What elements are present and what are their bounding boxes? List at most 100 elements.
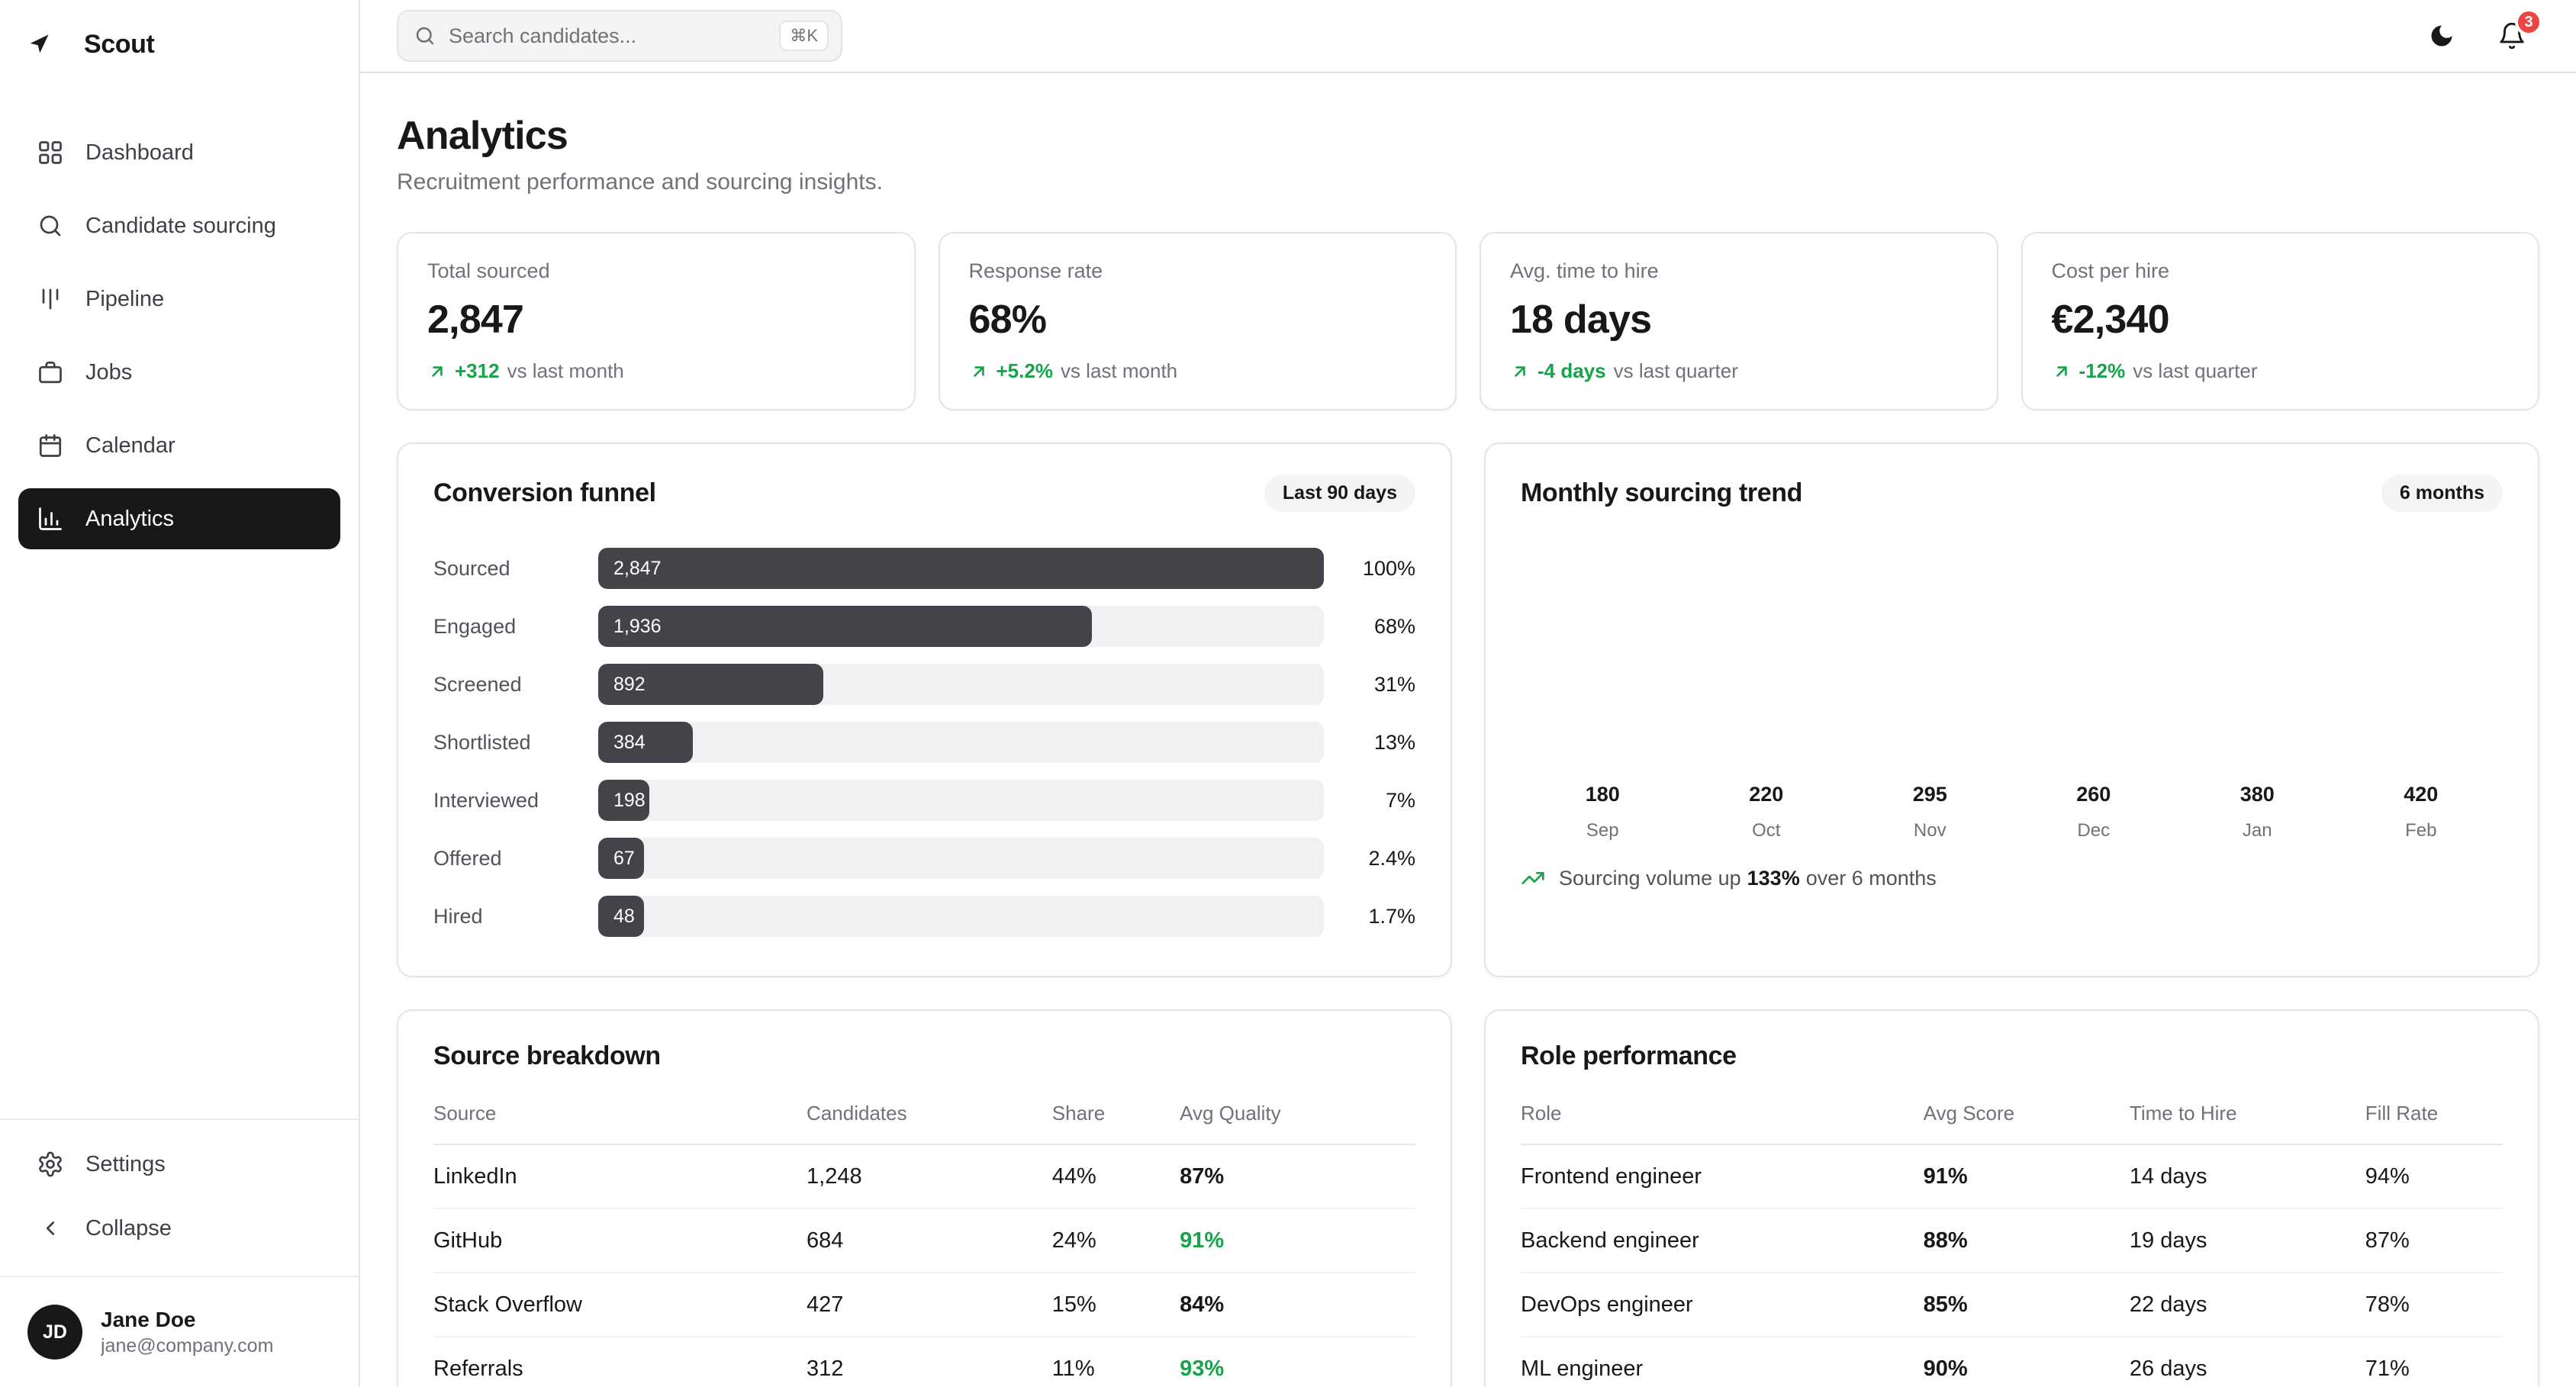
funnel-track: 2,847: [598, 548, 1324, 589]
calendar-icon: [37, 432, 64, 459]
search-box[interactable]: ⌘K: [397, 10, 842, 62]
role-fill-rate: 78%: [2365, 1273, 2503, 1337]
sidebar-item-collapse[interactable]: Collapse: [18, 1198, 340, 1259]
chart-value-label: 180: [1585, 783, 1620, 806]
sidebar-item-candidate-sourcing[interactable]: Candidate sourcing: [18, 195, 340, 256]
role-performance-card: Role performance Role Avg Score Time to …: [1484, 1009, 2539, 1387]
stat-delta-value: +5.2%: [996, 359, 1053, 382]
funnel-stage-percent: 31%: [1373, 672, 1415, 696]
card-header: Monthly sourcing trend 6 months: [1521, 475, 2503, 512]
source-candidates: 684: [807, 1208, 1052, 1273]
card-title: Role performance: [1521, 1041, 1737, 1070]
chart-axis-label: Nov: [1913, 820, 1946, 841]
sidebar-item-label: Pipeline: [85, 286, 165, 311]
stat-card-total-sourced: Total sourced 2,847 +312 vs last month: [397, 232, 916, 410]
funnel-stage-label: Hired: [433, 904, 483, 928]
logo: Scout: [0, 0, 359, 88]
table-row: DevOps engineer 85% 22 days 78%: [1521, 1273, 2503, 1337]
funnel-stage-percent: 100%: [1362, 556, 1415, 580]
page-title: Analytics: [397, 114, 568, 158]
funnel-stage-percent: 2.4%: [1368, 846, 1415, 870]
period-badge: Last 90 days: [1264, 475, 1415, 512]
funnel-stage-row: Sourced 2,847 100%: [433, 539, 1415, 597]
chart-column: 420 Feb: [2339, 783, 2504, 842]
card-title: Conversion funnel: [433, 478, 656, 507]
source-candidates: 1,248: [807, 1144, 1052, 1209]
funnel-stage-value: 2,847: [613, 557, 662, 579]
role-score: 88%: [1923, 1208, 2130, 1273]
topbar: ⌘K 3: [360, 0, 2576, 73]
funnel-stage-label: Screened: [433, 672, 522, 696]
role-fill-rate: 94%: [2365, 1144, 2503, 1209]
source-quality: 93%: [1180, 1337, 1415, 1387]
app-title: Scout: [84, 29, 155, 59]
chart-value-label: 295: [1912, 783, 1947, 806]
funnel-track: 48: [598, 896, 1324, 937]
sidebar: Scout Dashboard Candidate sourcing Pipel…: [0, 0, 360, 1387]
keyboard-shortcut-badge: ⌘K: [779, 20, 829, 52]
insight-value: 133%: [1747, 866, 1800, 890]
period-badge: 6 months: [2381, 475, 2503, 512]
stat-label: Total sourced: [427, 259, 550, 282]
table-header-row: Role Avg Score Time to Hire Fill Rate: [1521, 1089, 2503, 1145]
stat-label: Cost per hire: [2051, 259, 2170, 282]
chart-value-label: 220: [1749, 783, 1784, 806]
sidebar-item-pipeline[interactable]: Pipeline: [18, 269, 340, 330]
stat-delta-note: vs last quarter: [2133, 359, 2258, 382]
stat-label: Avg. time to hire: [1510, 259, 1659, 282]
chart-column: 180 Sep: [1521, 783, 1685, 842]
funnel-stage-label: Shortlisted: [433, 730, 531, 754]
funnel-stage-value: 892: [613, 673, 646, 695]
funnel-bar: 48: [598, 896, 644, 937]
sidebar-item-settings[interactable]: Settings: [18, 1134, 340, 1195]
sidebar-item-label: Candidate sourcing: [85, 213, 276, 238]
source-share: 44%: [1051, 1144, 1180, 1209]
charts-row: Conversion funnel Last 90 days Sourced 2…: [397, 442, 2539, 977]
source-breakdown-table: Source Candidates Share Avg Quality Link…: [433, 1089, 1415, 1387]
chart-axis-label: Jan: [2242, 820, 2272, 841]
table-row: GitHub 684 24% 91%: [433, 1208, 1415, 1273]
search-icon: [37, 212, 64, 240]
role-fill-rate: 87%: [2365, 1208, 2503, 1273]
funnel-stage-value: 198: [613, 789, 646, 811]
arrow-up-right-icon: [427, 362, 447, 381]
avatar: JD: [27, 1305, 82, 1360]
arrow-up-right-icon: [2052, 362, 2072, 381]
column-header: Avg Score: [1923, 1089, 2130, 1145]
stat-delta-value: -12%: [2079, 359, 2126, 382]
notifications-button[interactable]: 3: [2484, 8, 2542, 63]
card-header: Conversion funnel Last 90 days: [433, 475, 1415, 512]
page-subtitle: Recruitment performance and sourcing ins…: [397, 169, 883, 195]
analytics-page: Analytics Recruitment performance and so…: [360, 73, 2576, 1387]
source-share: 11%: [1051, 1337, 1180, 1387]
sidebar-item-jobs[interactable]: Jobs: [18, 342, 340, 403]
sidebar-item-calendar[interactable]: Calendar: [18, 415, 340, 476]
scout-logo-icon: [27, 33, 50, 56]
tables-row: Source breakdown Source Candidates Share…: [397, 1009, 2539, 1387]
sidebar-item-dashboard[interactable]: Dashboard: [18, 122, 340, 183]
sidebar-spacer: [0, 562, 359, 1118]
trending-up-icon: [1521, 866, 1545, 890]
trend-insight: Sourcing volume up 133% over 6 months: [1521, 866, 2503, 890]
funnel-bar: 892: [598, 664, 823, 705]
user-profile[interactable]: JD Jane Doe jane@company.com: [0, 1276, 359, 1387]
table-row: LinkedIn 1,248 44% 87%: [433, 1144, 1415, 1209]
dark-mode-toggle[interactable]: [2414, 8, 2469, 63]
funnel-stage-row: Engaged 1,936 68%: [433, 597, 1415, 655]
stat-value: 68%: [968, 298, 1047, 342]
stat-value: 18 days: [1510, 298, 1652, 342]
chart-column: 380 Jan: [2175, 783, 2339, 842]
funnel-chart: Sourced 2,847 100% Engaged 1,936 68% Scr…: [433, 539, 1415, 945]
source-candidates: 427: [807, 1273, 1052, 1337]
table-row: Referrals 312 11% 93%: [433, 1337, 1415, 1387]
kanban-icon: [37, 285, 64, 313]
sidebar-item-analytics[interactable]: Analytics: [18, 488, 340, 549]
notification-count-badge: 3: [2515, 8, 2542, 36]
funnel-stage-label: Engaged: [433, 614, 517, 638]
sidebar-nav: Dashboard Candidate sourcing Pipeline Jo…: [0, 88, 359, 562]
stat-delta: -4 days vs last quarter: [1510, 359, 1968, 383]
column-header: Avg Quality: [1180, 1089, 1415, 1145]
search-icon: [414, 24, 436, 47]
search-input[interactable]: [449, 24, 780, 48]
